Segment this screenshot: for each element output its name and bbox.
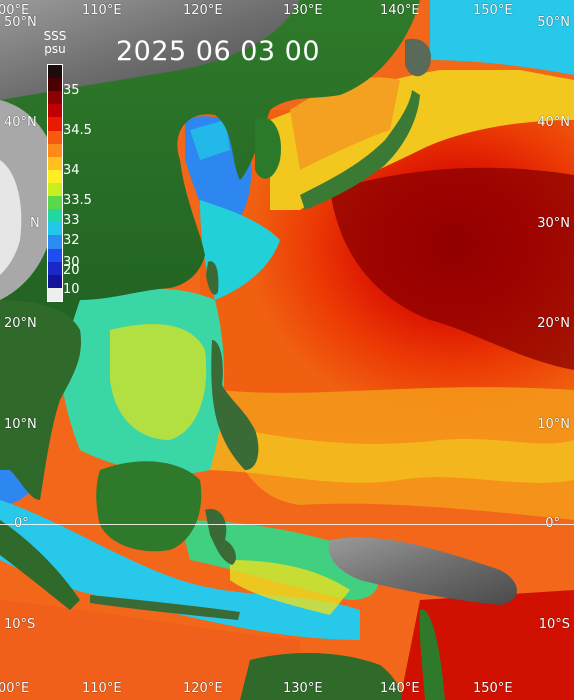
lon-label-top-100e: 00°E bbox=[0, 3, 30, 18]
colorbar-segment bbox=[48, 130, 62, 145]
java bbox=[90, 595, 240, 620]
asia-mainland bbox=[0, 0, 420, 390]
colorbar-segment bbox=[48, 91, 62, 105]
lon-label-bottom-130e: 130°E bbox=[283, 681, 323, 696]
colorbar-tick-label: 20 bbox=[63, 263, 80, 278]
java-sea bbox=[0, 500, 360, 640]
colorbar-segment bbox=[48, 78, 62, 92]
lon-label-top-130e: 130°E bbox=[283, 3, 323, 18]
colorbar-segment bbox=[48, 65, 62, 79]
japan-hokkaido bbox=[405, 38, 431, 77]
colorbar-tick-label: 30 bbox=[63, 255, 80, 270]
new-guinea bbox=[328, 537, 517, 605]
colorbar-segment bbox=[48, 169, 62, 184]
lat-label-right-30n: 30°N bbox=[537, 216, 570, 231]
colorbar-title: SSS psu bbox=[38, 30, 72, 56]
lat-label-left-50n: 50°N bbox=[4, 15, 37, 30]
lon-label-bottom-140e: 140°E bbox=[380, 681, 420, 696]
arafura-red bbox=[400, 590, 574, 700]
colorbar-tick-label: 33 bbox=[63, 213, 80, 228]
colorbar-segment bbox=[48, 248, 62, 263]
lat-label-left-30n: N bbox=[30, 216, 40, 231]
lat-label-right-10s: 10°S bbox=[538, 617, 570, 632]
philippines bbox=[211, 340, 259, 470]
lat-label-left-10n: 10°N bbox=[4, 417, 37, 432]
banda-yellow bbox=[230, 560, 350, 615]
forecast-datetime: 2025 06 03 00 bbox=[116, 36, 321, 67]
variable-name: SSS bbox=[43, 29, 67, 43]
himalaya-snow bbox=[0, 160, 22, 275]
lon-label-bottom-110e: 110°E bbox=[82, 681, 122, 696]
japan-honshu bbox=[300, 90, 420, 210]
variable-unit: psu bbox=[44, 42, 66, 56]
colorbar-segment bbox=[48, 183, 62, 197]
lon-label-bottom-100e: 00°E bbox=[0, 681, 30, 696]
colorbar-segment bbox=[48, 143, 62, 158]
east-china-sea-cyan bbox=[200, 200, 280, 300]
colorbar-tick-label: 34 bbox=[63, 163, 80, 178]
lon-label-bottom-120e: 120°E bbox=[183, 681, 223, 696]
lon-label-top-150e: 150°E bbox=[473, 3, 513, 18]
equator-line bbox=[0, 524, 574, 525]
equatorial-yellow bbox=[200, 420, 574, 483]
lat-label-left-equator: 0° bbox=[14, 516, 29, 531]
colorbar-segment bbox=[48, 274, 62, 289]
borneo bbox=[96, 461, 202, 552]
north-cyan-strip bbox=[430, 0, 574, 75]
colorbar-segment bbox=[48, 222, 62, 236]
colorbar-segment bbox=[48, 235, 62, 250]
colorbar bbox=[47, 64, 63, 302]
dark-red-core bbox=[330, 167, 574, 370]
colorbar-tick-label: 33.5 bbox=[63, 193, 92, 208]
scs-yellow-interior bbox=[110, 324, 207, 440]
korea bbox=[255, 117, 281, 179]
colorbar-tick-label: 35 bbox=[63, 83, 80, 98]
sulawesi bbox=[205, 509, 236, 565]
lon-label-top-140e: 140°E bbox=[380, 3, 420, 18]
sea-of-japan bbox=[290, 77, 400, 170]
lon-label-top-120e: 120°E bbox=[183, 3, 223, 18]
colorbar-segment bbox=[48, 261, 62, 276]
lat-label-right-10n: 10°N bbox=[537, 417, 570, 432]
colorbar-segment bbox=[48, 287, 62, 302]
colorbar-tick-label: 32 bbox=[63, 233, 80, 248]
south-ocean-orange bbox=[0, 600, 300, 700]
colorbar-segment bbox=[48, 209, 62, 223]
australia bbox=[240, 653, 402, 700]
indochina bbox=[0, 300, 81, 500]
lon-label-top-110e: 110°E bbox=[82, 3, 122, 18]
cape-york bbox=[419, 609, 445, 700]
bohai-cyan bbox=[190, 120, 230, 160]
colorbar-tick-label: 10 bbox=[63, 282, 80, 297]
colorbar-segment bbox=[48, 104, 62, 118]
taiwan bbox=[206, 261, 219, 295]
mongolia-gray bbox=[0, 0, 300, 100]
lat-label-right-equator: 0° bbox=[545, 516, 560, 531]
sumatra bbox=[0, 520, 80, 610]
lat-label-right-50n: 50°N bbox=[537, 15, 570, 30]
lat-label-left-10s: 10°S bbox=[4, 617, 36, 632]
colorbar-segment bbox=[48, 196, 62, 210]
lat-label-left-40n: 40°N bbox=[4, 115, 37, 130]
lon-label-bottom-150e: 150°E bbox=[473, 681, 513, 696]
colorbar-tick-label: 34.5 bbox=[63, 123, 92, 138]
colorbar-segment bbox=[48, 156, 62, 171]
lat-label-right-40n: 40°N bbox=[537, 115, 570, 130]
lat-label-right-20n: 20°N bbox=[537, 316, 570, 331]
colorbar-segment bbox=[48, 117, 62, 132]
lat-label-left-20n: 20°N bbox=[4, 316, 37, 331]
